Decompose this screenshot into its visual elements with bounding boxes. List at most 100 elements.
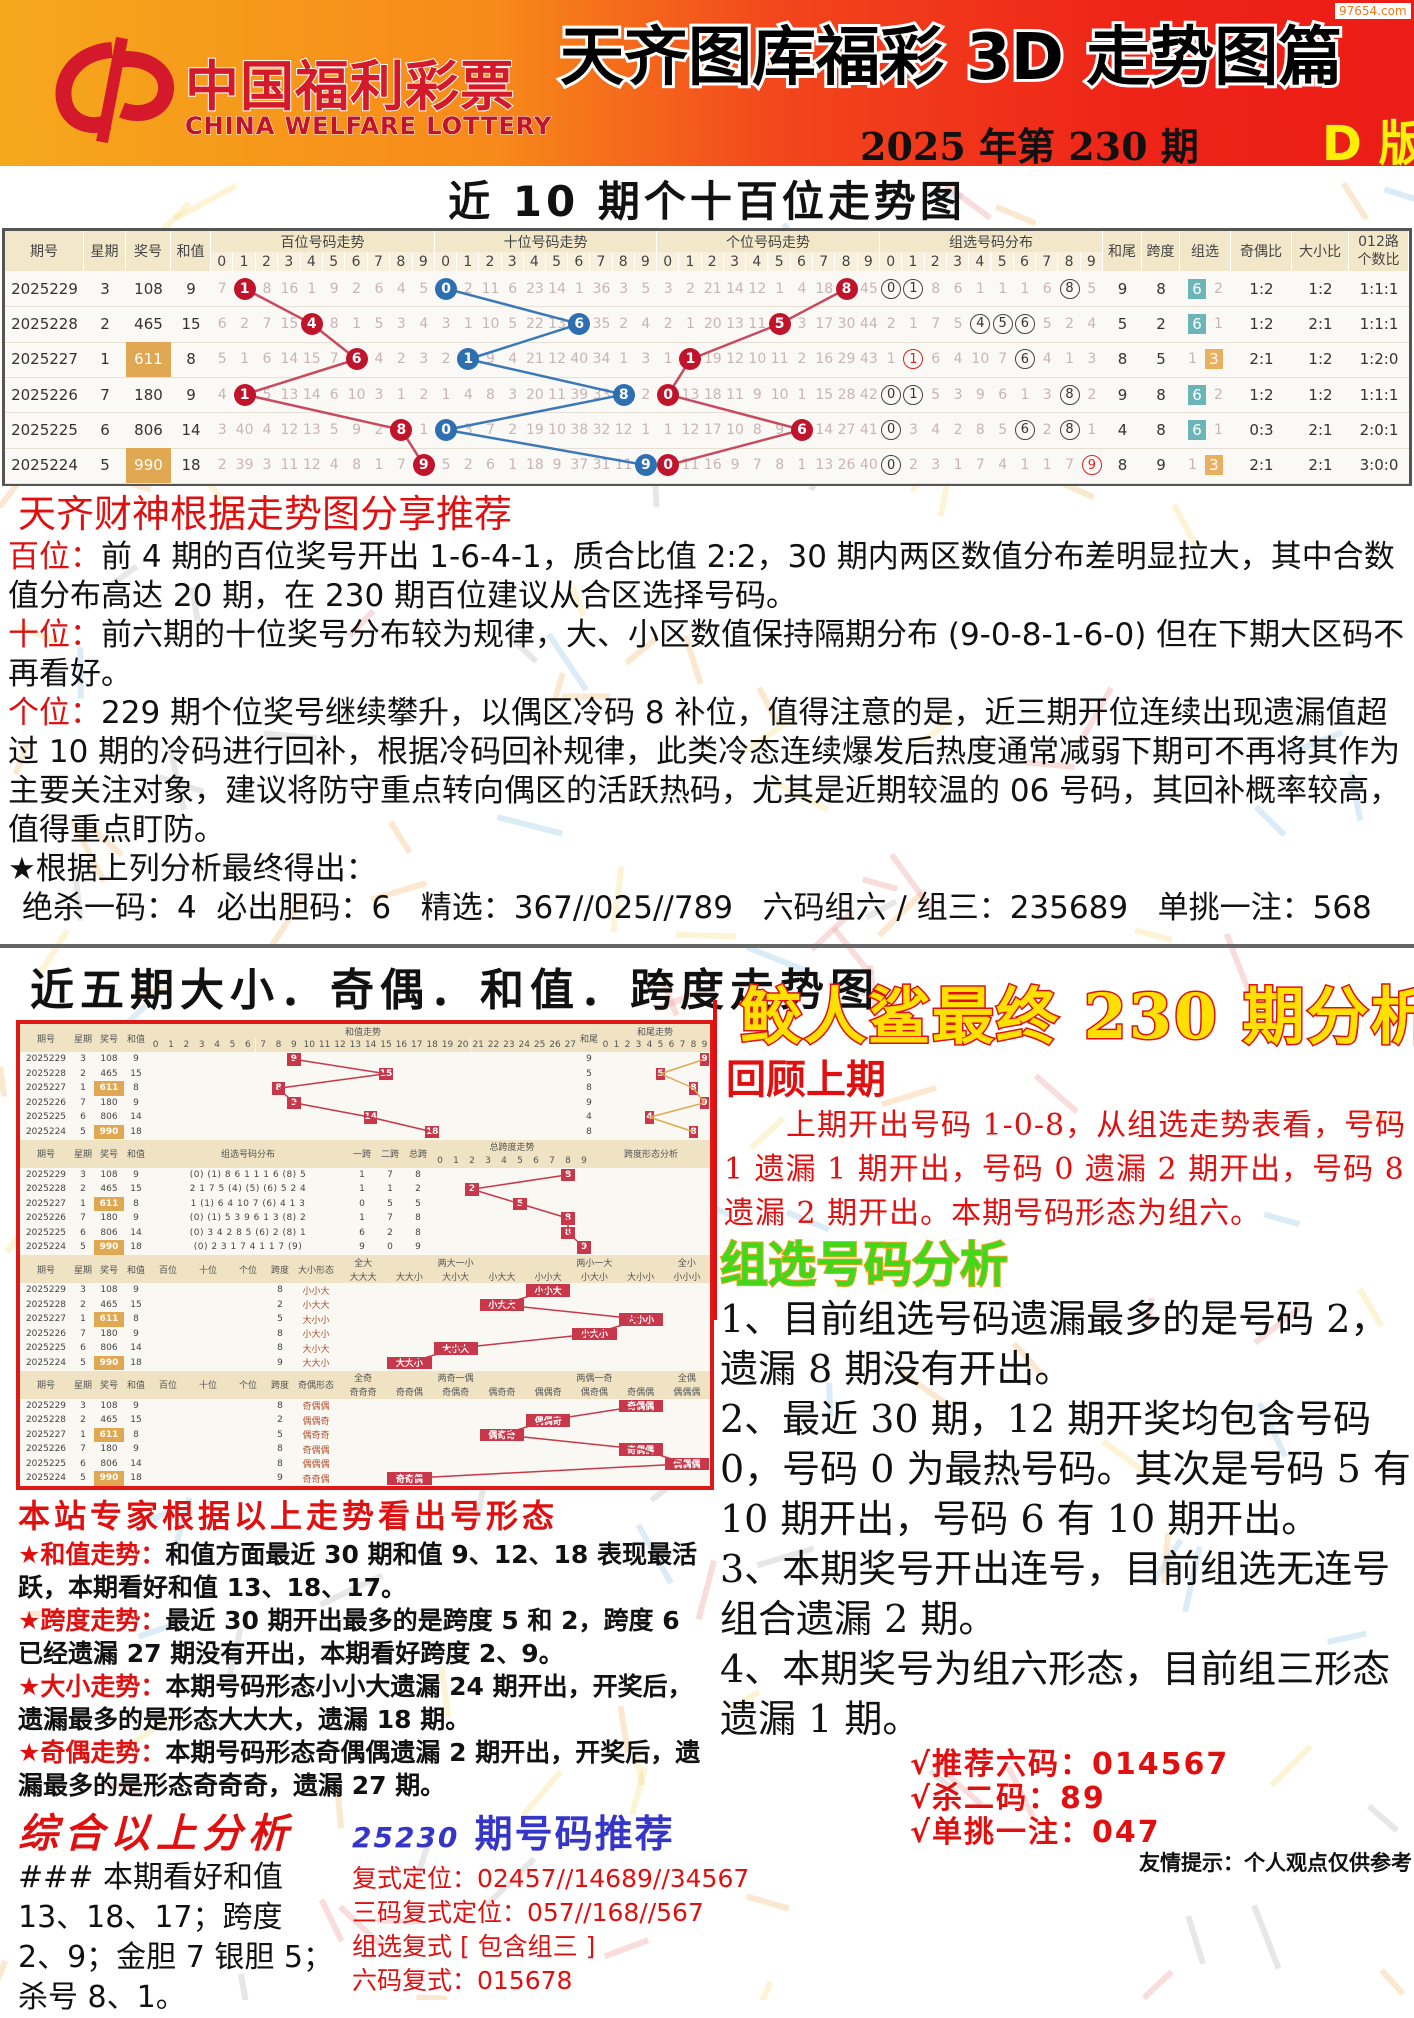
mini-sum: 8 [124,1428,148,1443]
mini-sum: 9 [124,1442,148,1457]
header-tens: 十位号码走势 [435,231,657,252]
mini-header: 奖号 [94,1024,124,1052]
mini-group-header: 两大一小 [386,1255,525,1269]
mini-group-header: 两小一大 [525,1255,664,1269]
mini-hit-tail: 9 [700,1053,709,1066]
mini-col-header: 小大小 [571,1269,617,1283]
mini-sum: 8 [124,1197,148,1212]
miss-cell: 34 [590,342,612,377]
header-digit: 9 [635,252,657,271]
mini-col-header: 大大大 [340,1269,386,1283]
recommend-item: 六码复式：015678 [352,1964,749,1998]
mini-col-header: 15 [378,1038,393,1052]
mini-issue: 2025229 [20,1399,72,1414]
mini-issue: 2025228 [20,1182,72,1197]
miss-cell: 4 [635,306,657,341]
miss-cell: 3 [457,412,479,447]
group-dist-cell: 1 [1081,412,1103,447]
mini-tail: 9 [578,1052,600,1067]
mini-hit-total-span: 5 [513,1198,527,1211]
mini-form: 小大小 [292,1327,340,1342]
issue-cell: 2025227 [5,342,84,377]
mini-sum: 14 [124,1110,148,1125]
miss-cell: 45 [858,271,880,306]
odd-even-cell: 1:2 [1231,306,1292,341]
header-digit: 7 [1036,252,1058,271]
miss-cell: 7 [323,342,345,377]
mini-hit-form: 奇偶偶 [619,1400,663,1413]
recommend-heading: 25230 期号码推荐 [352,1810,749,1862]
miss-cell: 6 [345,342,367,377]
mini-issue: 2025229 [20,1052,72,1067]
miss-cell: 6 [211,306,233,341]
miss-cell: 6 [323,377,345,412]
group-dist-cell: 4 [925,412,947,447]
odd-even-cell: 1:2 [1231,271,1292,306]
mini-col-header: 偶奇奇 [479,1385,525,1399]
miss-cell: 1 [568,271,590,306]
miss-cell: 2 [345,271,367,306]
miss-cell: 6 [791,412,813,447]
header-road012-line2: 个数比 [1358,251,1400,269]
miss-cell: 37 [568,448,590,483]
analysis-heading: 天齐财神根据走势图分享推荐 [8,490,1408,538]
group-dist-cell: 4 [1081,306,1103,341]
group-dist-cell: 6 [1014,342,1036,377]
miss-cell: 11 [479,271,501,306]
hundreds-analysis: 百位：前 4 期的百位奖号开出 1-6-4-1，质合比值 2:2，30 期内两区… [8,538,1408,616]
miss-cell: 5 [413,271,435,306]
header-digit: 8 [390,252,412,271]
miss-cell: 11 [278,448,300,483]
units-label: 个位： [8,695,101,731]
miss-cell: 42 [858,377,880,412]
mini-trend-line [409,1464,687,1479]
mini-span: 7 [376,1211,404,1226]
circled-digit: 1 [903,385,923,405]
review-text: 上期开出号码 1-0-8，从组选走势表看，号码 1 遗漏 1 期开出，号码 0 … [720,1104,1412,1236]
mini-col-header: 1 [448,1154,464,1168]
miss-cell: 14 [813,412,835,447]
mini-weekday: 6 [72,1226,94,1241]
big-small-cell: 1:2 [1292,271,1349,306]
mini-weekday: 2 [72,1413,94,1428]
miss-cell: 3 [635,342,657,377]
recommend-item: 组选复式 [ 包含组三 ] [352,1930,749,1964]
mini-issue: 2025226 [20,1096,72,1111]
mini-header: 和值 [124,1371,148,1399]
miss-cell: 3 [413,342,435,377]
mini-header: 十位 [188,1371,228,1399]
mini-sum: 18 [124,1240,148,1255]
header-digit: 3 [947,252,969,271]
mini-header: 总跨 [404,1140,432,1168]
miss-cell: 18 [524,448,546,483]
mini-trend-line [279,1074,387,1089]
winning-number-cell: 180 [126,377,171,412]
miss-cell: 15 [278,306,300,341]
group-dist-cell: 1 [1014,448,1036,483]
header-digit: 3 [278,252,300,271]
mini-weekday: 6 [72,1110,94,1125]
mini-weekday: 3 [72,1168,94,1183]
mini-col-header: 12 [332,1038,347,1052]
mini-number: 465 [94,1298,124,1313]
mini-header: 星期 [72,1140,94,1168]
mini-span: 1 [348,1182,376,1197]
miss-cell: 8 [390,412,412,447]
mini-number: 611 [94,1428,124,1443]
mini-hit-total-span: 2 [465,1183,479,1196]
miss-cell: 10 [479,306,501,341]
logo-english-name: CHINA WELFARE LOTTERY [185,112,552,140]
mini-number: 180 [94,1096,124,1111]
mini-weekday: 2 [72,1182,94,1197]
header-odd_even: 奇偶比 [1231,231,1292,271]
group-dist-cell: 2 [1036,412,1058,447]
mini-hit-tail: 9 [700,1097,709,1110]
group-dist-cell: 1 [947,448,969,483]
mini-number: 806 [94,1226,124,1241]
header-digit: 5 [323,252,345,271]
mini-number: 990 [94,1125,124,1140]
mini-weekday: 7 [72,1327,94,1342]
group-dist-cell: 5 [1081,271,1103,306]
header-digit: 4 [969,252,991,271]
miss-cell: 18 [702,377,724,412]
